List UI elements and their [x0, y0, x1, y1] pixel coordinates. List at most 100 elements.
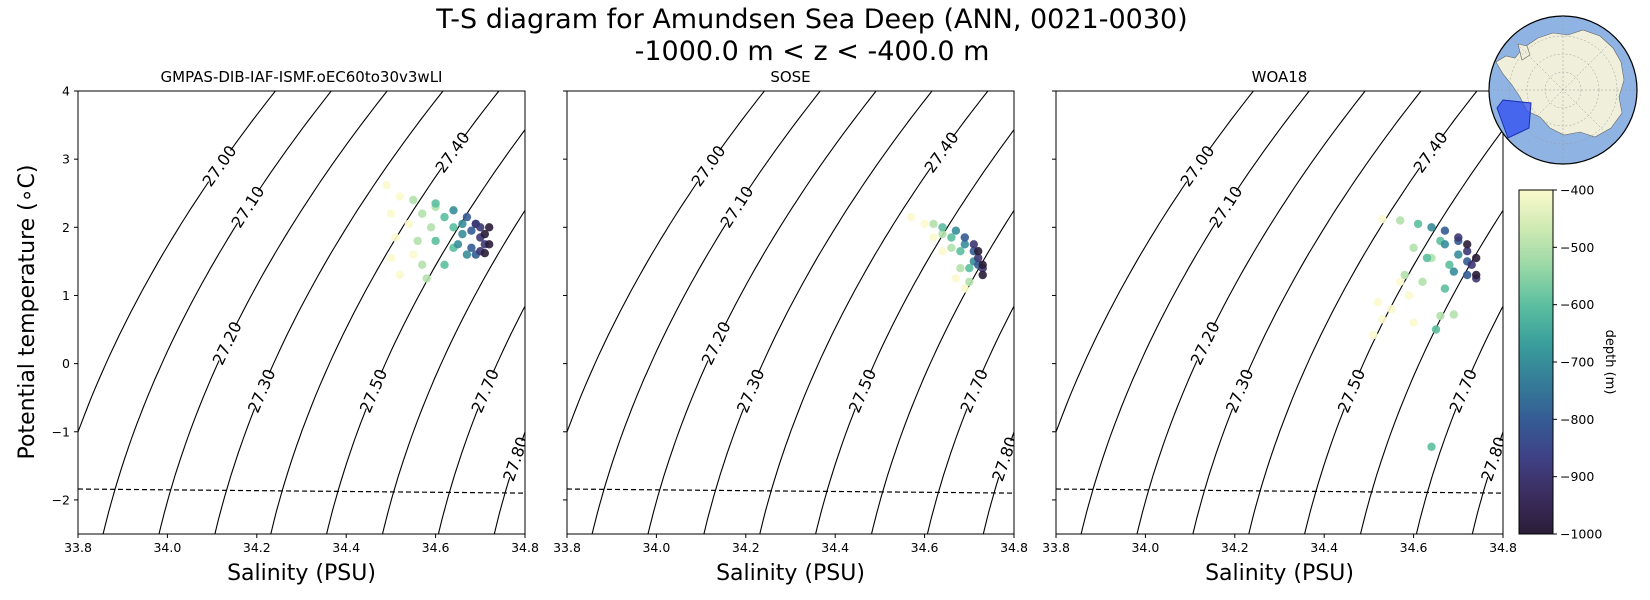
density-contour [591, 91, 821, 534]
map-peninsula [1517, 43, 1531, 61]
density-contour [381, 209, 525, 534]
x-tick-label: 34.4 [821, 540, 849, 555]
density-contour [1080, 91, 1310, 534]
panel-title: GMPAS-DIB-IAF-ISMF.oEC60to30v3wLI [161, 68, 443, 86]
scatter-point [1409, 318, 1418, 327]
scatter-point [1463, 240, 1472, 249]
scatter-point [485, 240, 494, 249]
scatter-point [404, 219, 413, 229]
contour-label: 27.10 [227, 183, 268, 232]
panel-frame [77, 90, 526, 535]
y-tick-label: 2 [62, 220, 70, 235]
x-axis-label: Salinity (PSU) [1205, 561, 1354, 586]
density-contour [870, 209, 1014, 534]
scatter-point [1373, 298, 1383, 307]
density-contour [1136, 91, 1366, 534]
y-tick-label: −1 [52, 424, 70, 439]
scatter-point [929, 233, 938, 242]
y-tick-label: 1 [62, 288, 70, 303]
scatter-point [431, 236, 440, 246]
scatter-point [391, 233, 400, 242]
contour-label: 27.10 [1205, 183, 1246, 232]
scatter-point [395, 192, 404, 201]
contour-label: 27.20 [698, 318, 735, 368]
scatter-point [1436, 311, 1445, 321]
contour-label: 27.80 [499, 434, 532, 483]
scatter-point [440, 260, 449, 269]
colorbar-tick-label: −500 [1560, 240, 1594, 255]
colorbar-tick-label: −900 [1560, 469, 1594, 484]
scatter-point [458, 229, 467, 239]
contour-label: 27.20 [1187, 318, 1224, 368]
colorbar-tick-label: −700 [1560, 355, 1594, 370]
scatter-point [462, 250, 472, 259]
scatter-point [458, 219, 467, 229]
map-graticule [1489, 16, 1637, 164]
colorbar-tick-label: −600 [1560, 297, 1594, 312]
colorbar-tick-label: −800 [1560, 412, 1594, 427]
contour-label: 27.30 [1222, 366, 1257, 416]
x-tick-label: 33.8 [64, 540, 92, 555]
scatter-point [965, 264, 974, 273]
panel-title: WOA18 [1252, 68, 1308, 86]
scatter-point [426, 223, 436, 232]
scatter-point [938, 247, 947, 256]
scatter-point [1449, 310, 1459, 319]
scatter-point [1449, 267, 1459, 276]
scatter-point [476, 223, 485, 232]
contour-label: 27.80 [1477, 434, 1510, 483]
scatter-point [1440, 284, 1450, 293]
density-contour [550, 91, 778, 534]
density-contour [437, 305, 525, 534]
scatter-point [956, 264, 965, 273]
freezing-line [78, 488, 525, 494]
scatter-point [449, 223, 458, 232]
contour-label: 27.50 [1334, 366, 1369, 416]
contour-label: 27.50 [356, 366, 391, 416]
scatter-point [947, 233, 956, 242]
scatter-point [938, 223, 947, 232]
scatter-point [1431, 325, 1441, 334]
scatter-point [1427, 442, 1436, 451]
scatter-point [907, 212, 916, 222]
scatter-point [974, 247, 983, 256]
scatter-point [1445, 260, 1454, 269]
density-contour [1415, 305, 1503, 534]
density-contour [270, 91, 500, 534]
scatter-point [960, 233, 969, 242]
contour-label: 27.10 [716, 183, 757, 232]
scatter-point [480, 229, 489, 239]
density-contour [326, 128, 525, 534]
figure-subtitle: -1000.0 m < z < -400.0 m [635, 36, 990, 67]
density-contour [647, 91, 877, 534]
scatter-point [1427, 223, 1436, 232]
scatter-point [1396, 216, 1405, 225]
x-tick-label: 33.8 [1042, 540, 1070, 555]
scatter-point [467, 243, 476, 252]
scatter-point [1404, 291, 1414, 300]
x-tick-label: 34.4 [332, 540, 360, 555]
contour-label: 27.70 [1446, 366, 1481, 416]
contour-label: 27.70 [957, 366, 992, 416]
scatter-point [956, 247, 965, 256]
density-contour [1304, 128, 1503, 534]
contour-label: 27.20 [209, 318, 246, 368]
density-contour [214, 91, 444, 534]
density-contour [102, 91, 332, 534]
x-tick-label: 34.8 [1489, 540, 1517, 555]
x-tick-label: 34.2 [243, 540, 271, 555]
scatter-point [1454, 250, 1463, 259]
density-contour [703, 91, 933, 534]
scatter-point [418, 260, 427, 269]
freezing-line [567, 488, 1014, 494]
scatter-point [395, 270, 404, 280]
x-tick-label: 34.8 [511, 540, 539, 555]
scatter-point [938, 229, 947, 239]
scatter-point [449, 206, 458, 215]
x-tick-label: 34.0 [642, 540, 670, 555]
scatter-point [1472, 270, 1481, 280]
density-contour [1039, 91, 1267, 534]
scatter-point [1422, 253, 1432, 263]
scatter-point [1418, 277, 1427, 286]
scatter-point [440, 212, 449, 222]
